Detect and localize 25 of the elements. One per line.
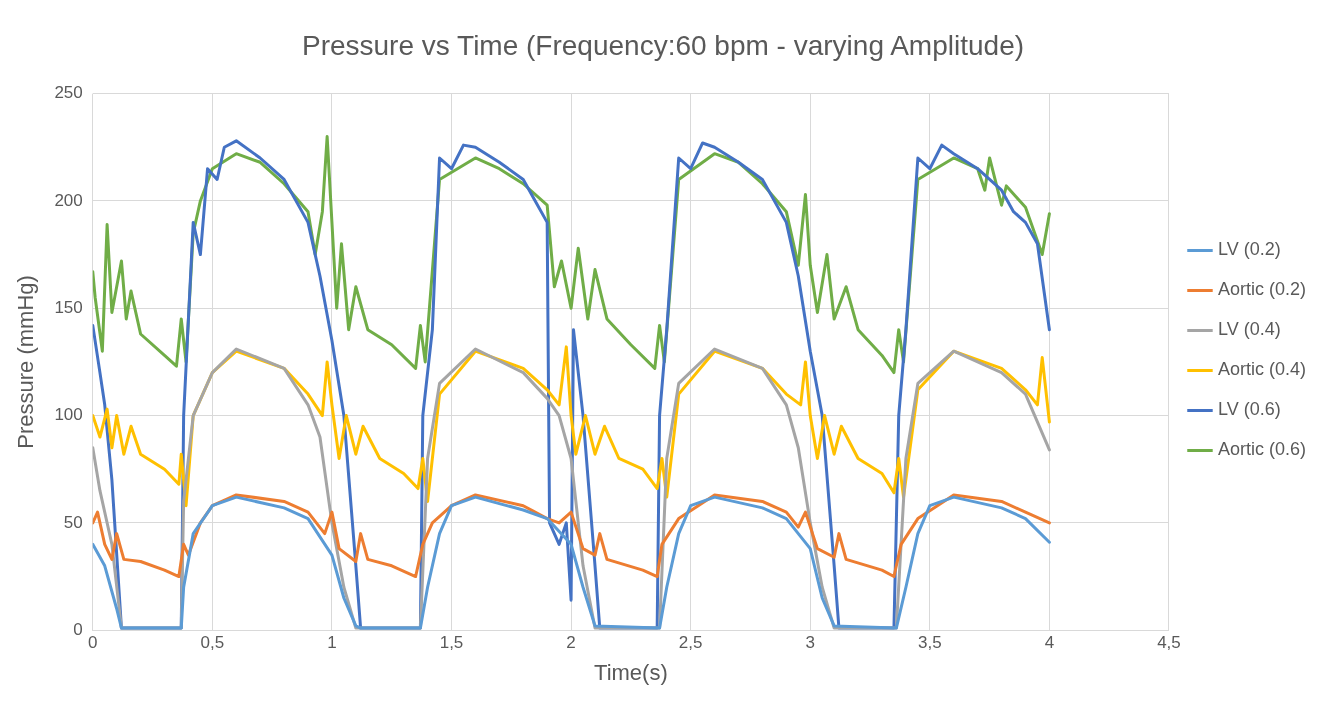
x-tick-label: 1,5 bbox=[439, 633, 464, 653]
legend-label: Aortic (0.4) bbox=[1217, 359, 1307, 380]
x-tick-label: 1 bbox=[327, 633, 337, 653]
y-tick-label: 150 bbox=[54, 297, 83, 317]
x-tick-label: 0 bbox=[88, 633, 98, 653]
x-axis-title: Time(s) bbox=[594, 659, 668, 685]
y-tick-label: 100 bbox=[54, 405, 83, 425]
x-tick-label: 3 bbox=[805, 633, 815, 653]
legend-label: LV (0.2) bbox=[1217, 239, 1281, 260]
legend-label: Aortic (0.2) bbox=[1217, 279, 1307, 300]
x-tick-label: 2,5 bbox=[678, 633, 703, 653]
x-tick-label: 3,5 bbox=[918, 633, 942, 653]
legend-label: LV (0.4) bbox=[1217, 319, 1281, 340]
x-tick-label: 0,5 bbox=[200, 633, 225, 653]
legend-label: Aortic (0.6) bbox=[1217, 439, 1307, 460]
y-tick-label: 250 bbox=[54, 83, 83, 103]
chart-title: Pressure vs Time (Frequency:60 bpm - varying Amplitude) bbox=[301, 29, 1025, 61]
legend-label: LV (0.6) bbox=[1217, 399, 1281, 420]
x-tick-label: 2 bbox=[566, 633, 576, 653]
y-tick-label: 200 bbox=[54, 190, 83, 210]
y-tick-label: 50 bbox=[63, 512, 83, 532]
y-tick-label: 0 bbox=[73, 619, 83, 639]
y-axis-title: Pressure (mmHg) bbox=[13, 275, 39, 449]
x-tick-label: 4,5 bbox=[1157, 633, 1181, 653]
x-tick-label: 4 bbox=[1044, 633, 1055, 653]
